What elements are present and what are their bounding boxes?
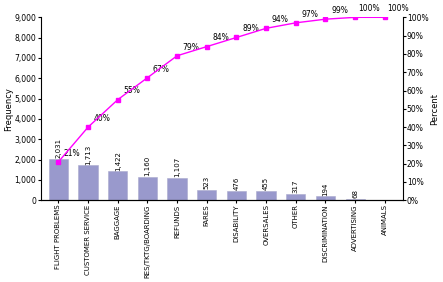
Bar [256, 191, 276, 200]
Text: 84%: 84% [212, 34, 229, 42]
Text: 89%: 89% [242, 24, 259, 33]
Text: 67%: 67% [153, 65, 170, 74]
Text: 1,422: 1,422 [115, 151, 121, 171]
Text: 55%: 55% [123, 87, 140, 96]
Text: 97%: 97% [301, 10, 318, 19]
Bar [78, 166, 98, 200]
Text: 21%: 21% [64, 149, 81, 158]
Text: 40%: 40% [93, 114, 110, 123]
Bar [346, 199, 365, 200]
Text: 476: 476 [233, 177, 240, 190]
Bar [316, 196, 335, 200]
Bar [286, 194, 306, 200]
Text: 100%: 100% [388, 4, 409, 13]
Text: 68: 68 [352, 189, 358, 198]
Text: 100%: 100% [358, 4, 380, 13]
Text: 99%: 99% [331, 6, 348, 15]
Bar [108, 171, 128, 200]
Text: 79%: 79% [183, 43, 199, 52]
Text: 523: 523 [204, 176, 210, 189]
Text: 1,713: 1,713 [85, 145, 91, 165]
Text: 1,160: 1,160 [144, 156, 151, 176]
Bar [167, 178, 187, 200]
Bar [49, 159, 68, 200]
Y-axis label: Percent: Percent [430, 93, 439, 125]
Text: 1,107: 1,107 [174, 157, 180, 177]
Text: 94%: 94% [272, 15, 288, 24]
Y-axis label: Frequency: Frequency [4, 87, 13, 131]
Bar [138, 177, 157, 200]
Text: 194: 194 [323, 182, 329, 196]
Text: 317: 317 [293, 180, 299, 193]
Bar [197, 190, 217, 200]
Text: 2,031: 2,031 [55, 138, 62, 158]
Text: 455: 455 [263, 177, 269, 190]
Bar [227, 191, 246, 200]
